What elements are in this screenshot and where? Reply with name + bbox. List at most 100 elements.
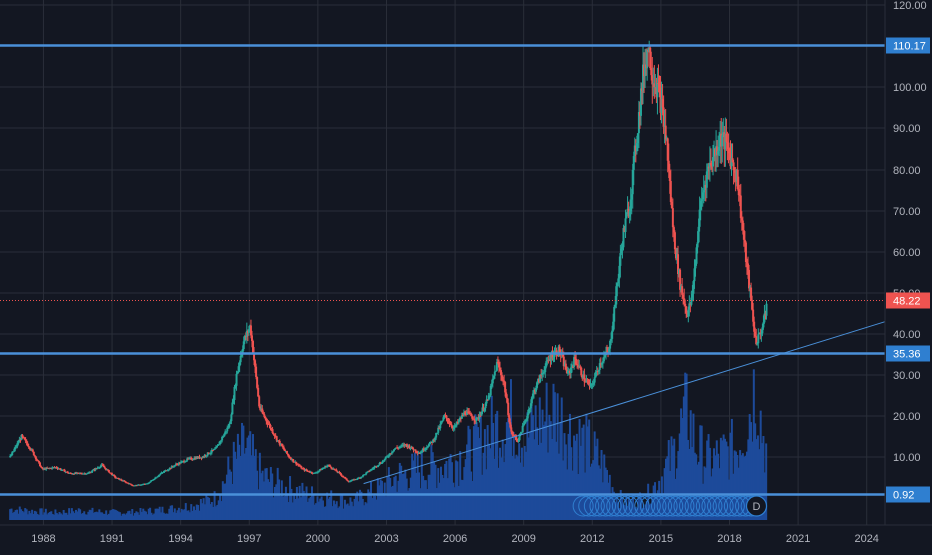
volume-bar	[134, 513, 137, 520]
event-marker[interactable]	[718, 495, 740, 517]
event-marker[interactable]	[623, 495, 645, 517]
candle-body	[758, 332, 761, 335]
candle-body	[634, 145, 637, 152]
event-marker[interactable]	[723, 495, 745, 517]
candle-body	[690, 297, 693, 305]
event-marker[interactable]	[572, 495, 594, 517]
volume-bar	[557, 453, 560, 520]
volume-bar	[191, 510, 194, 520]
candle-body	[348, 481, 351, 483]
candle-body	[592, 382, 595, 384]
volume-bar	[101, 512, 104, 520]
candle-body	[478, 415, 481, 419]
x-tick-label: 2024	[854, 533, 878, 545]
candle-body	[365, 472, 368, 475]
candle-body	[511, 431, 514, 435]
event-marker[interactable]	[589, 495, 611, 517]
event-marker[interactable]	[707, 495, 729, 517]
candle-body	[696, 242, 699, 248]
price-axis-background	[885, 0, 932, 525]
event-marker[interactable]	[600, 495, 622, 517]
candle-body	[535, 387, 538, 392]
candle-body	[249, 325, 252, 336]
candle-body	[152, 479, 155, 481]
candle-body	[109, 472, 112, 474]
event-marker[interactable]	[595, 495, 617, 517]
candle-body	[609, 340, 612, 349]
horizontal-levels[interactable]	[0, 44, 885, 496]
candle-body	[153, 479, 156, 481]
event-marker[interactable]	[679, 495, 701, 517]
event-marker[interactable]	[656, 495, 678, 517]
volume-bar	[563, 433, 566, 520]
event-marker[interactable]	[673, 495, 695, 517]
volume-bar	[389, 477, 392, 520]
volume-bar	[21, 511, 24, 520]
event-marker[interactable]	[634, 495, 656, 517]
event-marker[interactable]	[701, 495, 723, 517]
candle-body	[307, 470, 310, 472]
volume-bar	[692, 413, 695, 520]
trendline-layer[interactable]	[363, 321, 886, 485]
candle-body	[759, 332, 762, 335]
candle-body	[579, 366, 582, 368]
event-markers[interactable]: D	[572, 495, 768, 517]
event-marker[interactable]	[606, 495, 628, 517]
candle-body	[701, 192, 704, 200]
candle-body	[121, 480, 124, 482]
event-marker[interactable]	[712, 495, 734, 517]
event-marker[interactable]	[617, 495, 639, 517]
candle-body	[686, 312, 689, 317]
event-marker[interactable]	[578, 495, 600, 517]
volume-bar	[673, 438, 676, 520]
dividend-marker[interactable]	[745, 495, 768, 517]
event-marker[interactable]	[651, 495, 673, 517]
event-marker[interactable]	[684, 495, 706, 517]
trendline[interactable]	[363, 321, 886, 485]
candle-body	[98, 467, 101, 469]
volume-bar	[70, 508, 73, 520]
time-axis[interactable]: 1988 1991 1994 1997 2000 2003 2006 2009 2012 2015…	[31, 533, 879, 545]
candle-body	[565, 369, 568, 374]
candle-body	[245, 330, 248, 338]
candle-body	[589, 383, 592, 387]
volume-bar	[411, 453, 414, 520]
volume-bar	[556, 393, 559, 520]
candle-body	[528, 408, 531, 410]
volume-bar	[739, 450, 742, 520]
candle-body	[282, 447, 285, 450]
candle-body	[587, 381, 590, 383]
volume-bar	[724, 438, 727, 520]
event-marker[interactable]	[667, 495, 689, 517]
event-marker[interactable]	[628, 495, 650, 517]
candle-body	[492, 375, 495, 379]
price-axis[interactable]: 120.00100.0090.0080.0070.0060.0050.0040.…	[893, 0, 927, 464]
candle-body	[264, 416, 267, 419]
volume-bar	[496, 410, 499, 520]
candle-body	[526, 413, 529, 419]
event-marker[interactable]	[639, 495, 661, 517]
event-marker[interactable]	[695, 495, 717, 517]
candle-body	[508, 415, 511, 423]
volume-bar	[413, 452, 416, 520]
event-marker[interactable]	[690, 495, 712, 517]
candle-body	[474, 420, 477, 422]
candle-body	[179, 461, 182, 464]
candle-body	[272, 433, 275, 435]
candle-body	[290, 458, 293, 460]
candle-body	[542, 372, 545, 374]
candle-body	[100, 464, 103, 466]
candle-body	[765, 303, 768, 316]
candle-body	[480, 412, 483, 416]
candle-body	[612, 321, 615, 331]
event-marker[interactable]	[611, 495, 633, 517]
event-marker[interactable]	[662, 495, 684, 517]
candle-body	[639, 88, 642, 116]
event-marker[interactable]	[645, 495, 667, 517]
candle-body	[14, 446, 17, 450]
volume-bar	[479, 412, 482, 520]
volume-bar	[353, 498, 356, 520]
event-marker[interactable]	[583, 495, 605, 517]
